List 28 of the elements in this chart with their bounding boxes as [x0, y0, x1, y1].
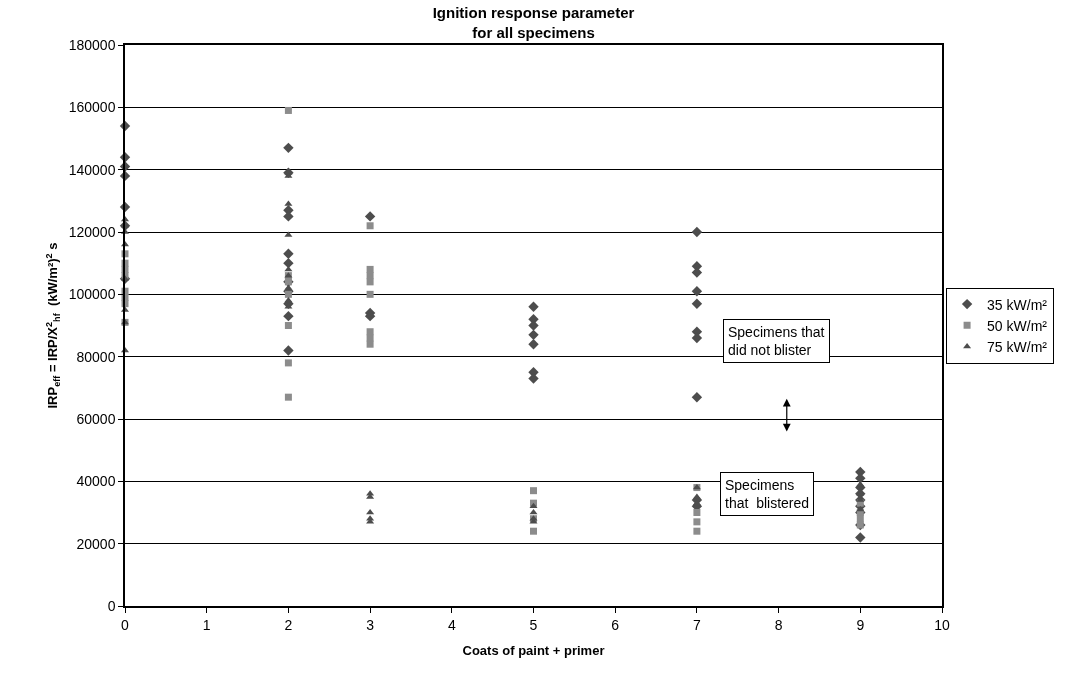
- y-tick-label: 160000: [68, 99, 116, 116]
- y-tick-label: 40000: [76, 473, 116, 490]
- x-tick-label: 7: [693, 616, 701, 633]
- y-tick-label: 0: [107, 597, 116, 614]
- x-axis-title: Coats of paint + primer: [462, 642, 605, 658]
- x-tick-label: 2: [284, 616, 293, 633]
- chart-title: Ignition response parameter for all specimens: [432, 4, 635, 41]
- x-tick-label: 5: [529, 616, 538, 633]
- annotation: Specimens that did not blister: [728, 324, 825, 359]
- x-tick-label: 8: [774, 616, 783, 633]
- y-tick-label: 60000: [76, 410, 116, 427]
- x-tick-label: 10: [934, 616, 950, 633]
- x-tick-label: 6: [611, 616, 620, 633]
- legend-label: 35 kW/m²: [987, 296, 1048, 313]
- x-tick-label: 4: [447, 616, 456, 633]
- y-tick-label: 120000: [68, 223, 116, 240]
- y-tick-label: 180000: [68, 36, 116, 53]
- x-tick-label: 1: [202, 616, 211, 633]
- y-tick-label: 100000: [68, 286, 116, 303]
- x-tick-label: 0: [121, 616, 130, 633]
- legend-label: 75 kW/m²: [987, 338, 1048, 355]
- legend-label: 50 kW/m²: [987, 317, 1048, 334]
- x-tick-label: 3: [366, 616, 375, 633]
- annotation: Specimens that blistered: [725, 477, 810, 512]
- y-tick-label: 20000: [76, 535, 116, 552]
- y-tick-label: 80000: [76, 348, 116, 365]
- x-tick-label: 9: [856, 616, 865, 633]
- y-tick-label: 140000: [68, 161, 116, 178]
